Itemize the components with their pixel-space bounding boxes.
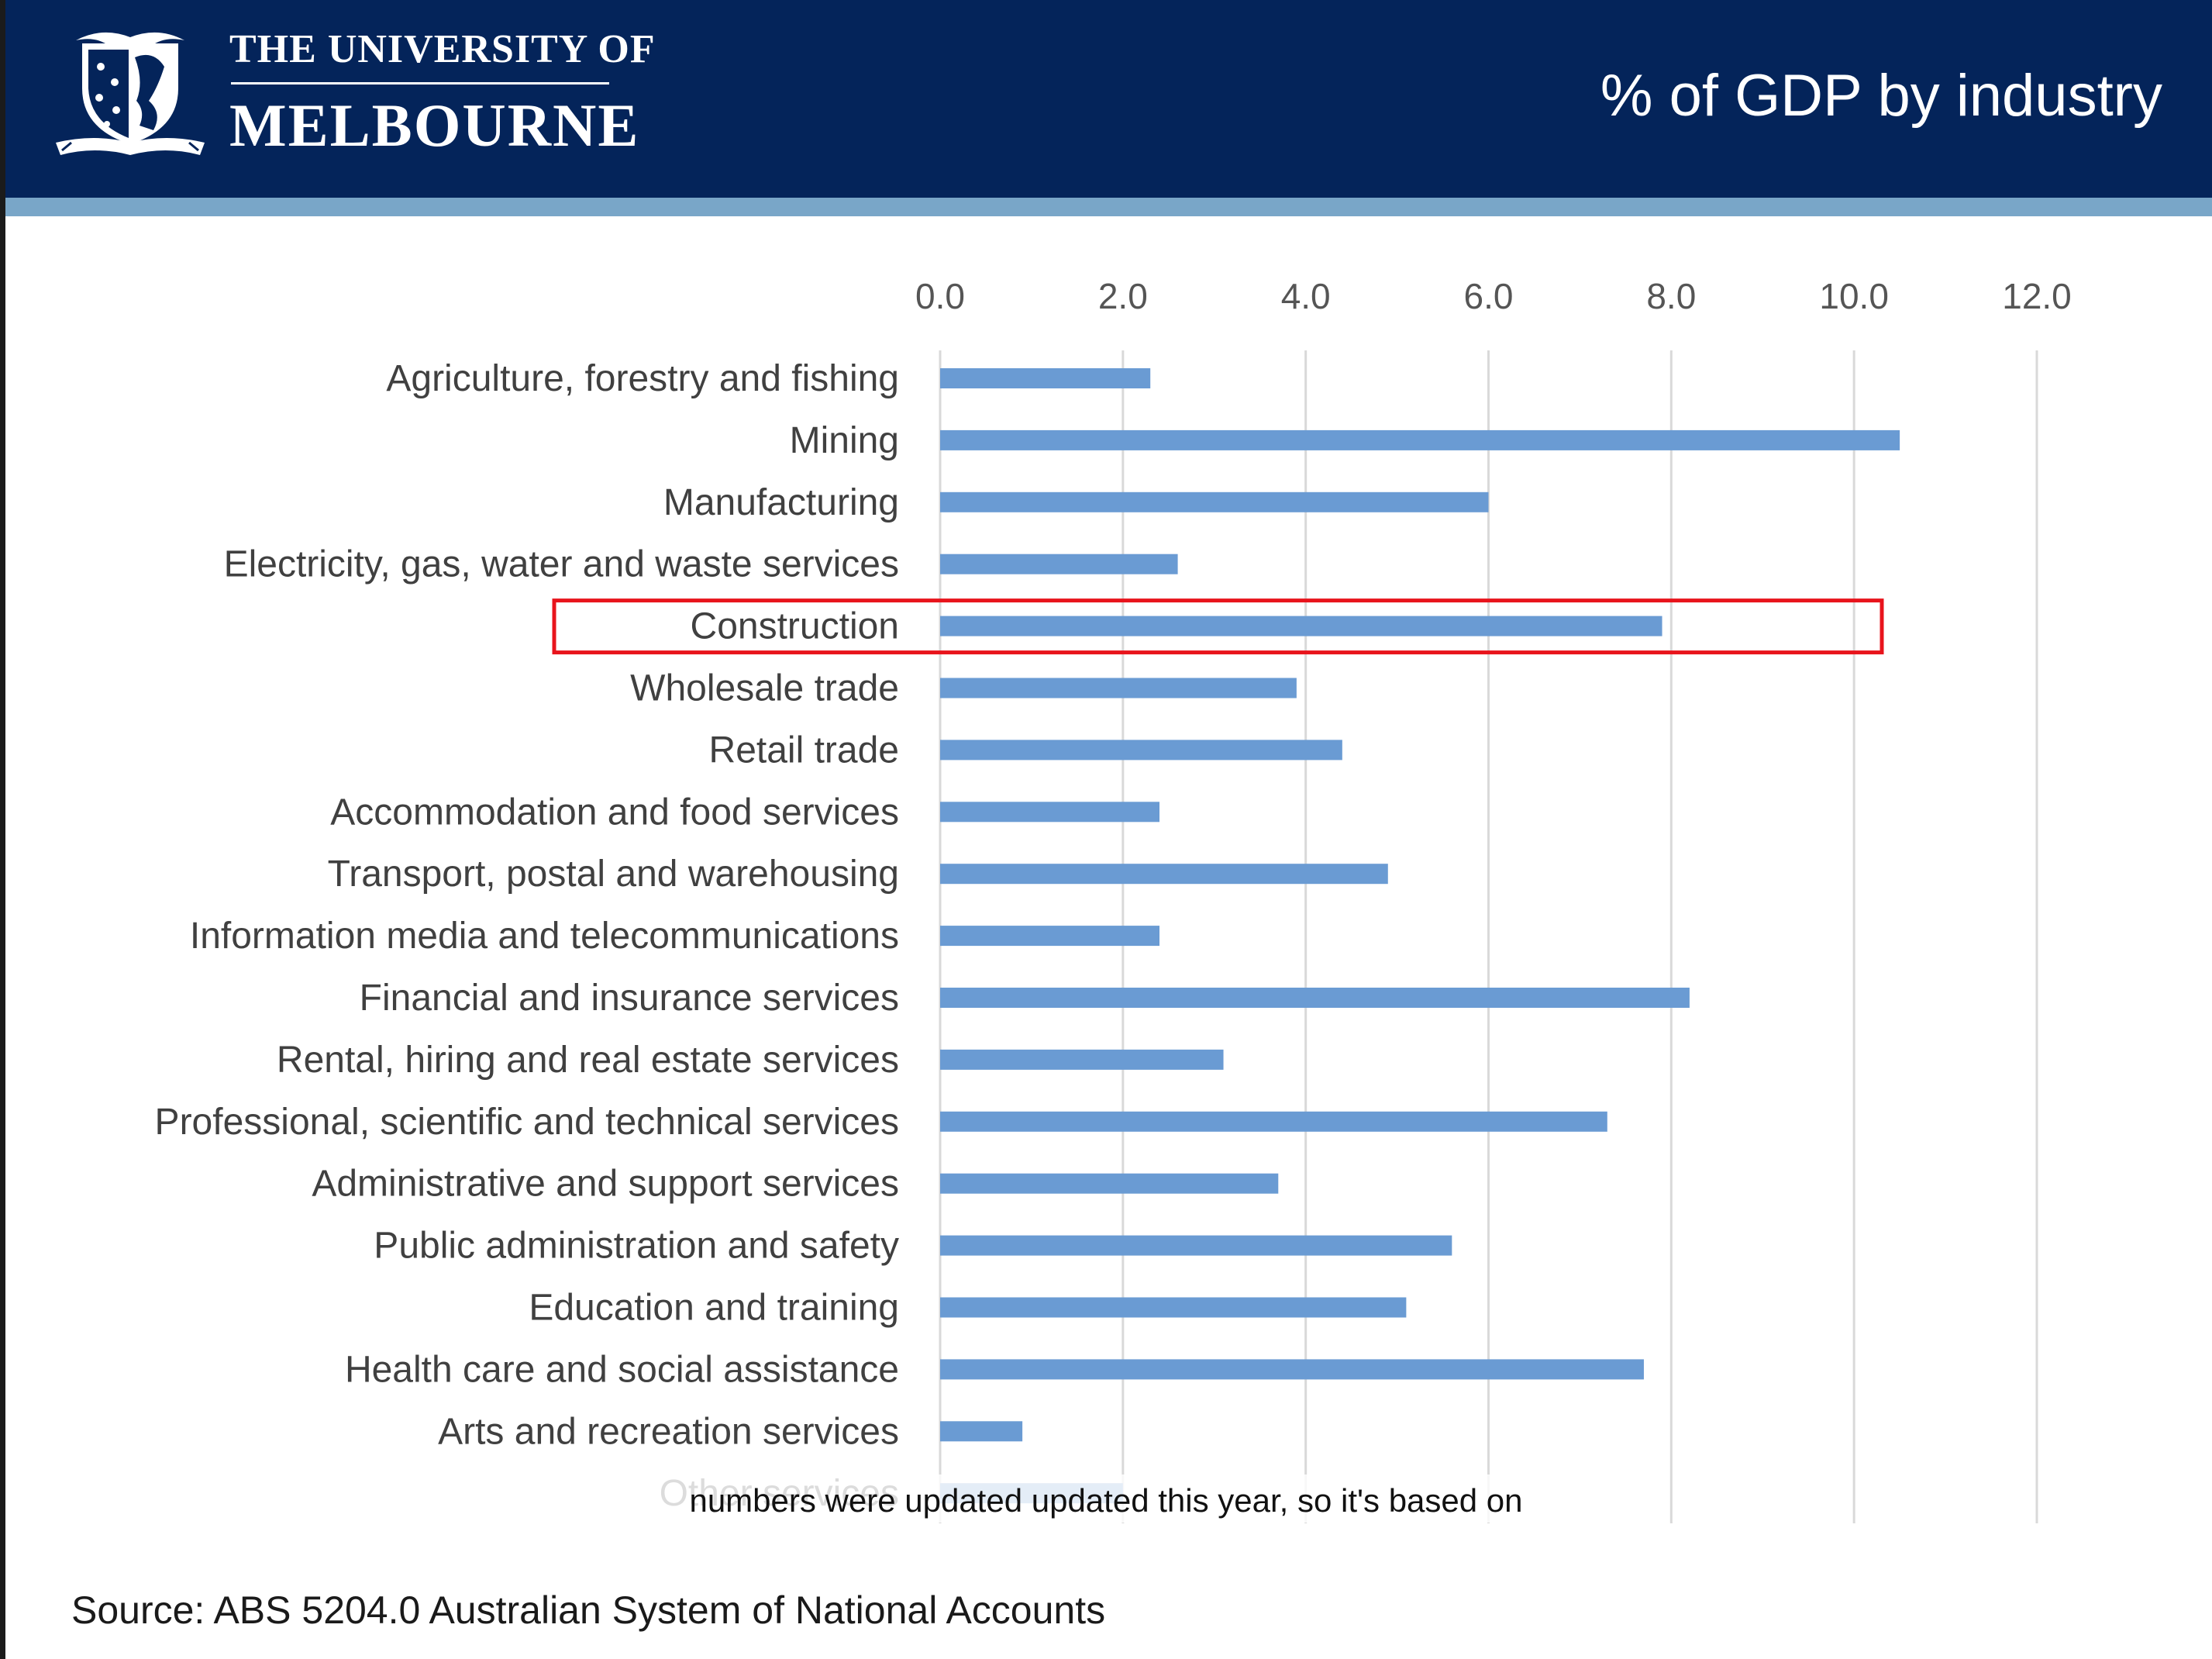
bar [940, 1359, 1644, 1380]
university-name-line2: MELBOURNE [229, 91, 640, 159]
category-label: Retail trade [709, 729, 899, 771]
slide-title: % of GDP by industry [1600, 63, 2162, 129]
category-label: Information media and telecommunications [190, 916, 899, 957]
category-label: Agriculture, forestry and fishing [386, 358, 899, 399]
x-tick-label: 10.0 [1819, 276, 1889, 316]
university-crest-icon [56, 32, 205, 155]
category-label: Financial and insurance services [360, 978, 899, 1019]
x-tick-label: 0.0 [915, 276, 965, 316]
category-label: Education and training [529, 1288, 899, 1329]
bar [940, 1111, 1607, 1132]
bar [940, 554, 1178, 574]
category-label: Administrative and support services [312, 1164, 899, 1205]
bar [940, 1049, 1224, 1070]
bar [940, 491, 1489, 512]
bar-chart: 0.0 2.0 4.0 6.0 8.0 10.0 12.0 Agriculture, for… [155, 276, 2072, 1523]
bar [940, 988, 1690, 1008]
category-labels: Agriculture, forestry and fishing Mining M… [155, 358, 899, 1514]
video-caption: numbers were updated updated this year, … [689, 1482, 1523, 1519]
university-name-rule [231, 82, 609, 85]
x-tick-label: 4.0 [1281, 276, 1331, 316]
category-label: Wholesale trade [630, 668, 899, 709]
header-stripe [5, 198, 2212, 216]
bar [940, 368, 1151, 388]
bar [940, 926, 1159, 947]
bar [940, 1173, 1279, 1194]
bar [940, 429, 1900, 450]
category-label: Electricity, gas, water and waste servic… [224, 544, 899, 585]
x-tick-label: 12.0 [2002, 276, 2072, 316]
university-name-line1: THE UNIVERSITY OF [229, 27, 656, 71]
category-label: Public administration and safety [374, 1226, 899, 1267]
caption-backdrop [589, 1474, 1628, 1523]
x-tick-label: 2.0 [1098, 276, 1148, 316]
category-label: Professional, scientific and technical s… [155, 1102, 899, 1143]
left-edge [0, 0, 5, 1659]
bar [940, 1421, 1023, 1442]
category-label: Mining [790, 420, 899, 461]
bar [940, 864, 1388, 885]
bar [940, 740, 1342, 761]
header-bar [5, 0, 2212, 198]
highlight-layer [552, 598, 1884, 1523]
grid-lines [939, 350, 2038, 1523]
category-label: Manufacturing [663, 482, 899, 523]
highlight-box [552, 598, 1884, 655]
bar [940, 1297, 1407, 1318]
bar [940, 678, 1297, 698]
bars [940, 368, 1900, 1504]
category-label: Construction [691, 606, 899, 647]
category-label: Arts and recreation services [438, 1411, 899, 1452]
x-axis-ticks: 0.0 2.0 4.0 6.0 8.0 10.0 12.0 [915, 276, 2072, 316]
category-label: Rental, hiring and real estate services [277, 1040, 899, 1081]
bar [940, 1235, 1452, 1256]
category-label: Accommodation and food services [330, 792, 899, 833]
x-tick-label: 6.0 [1464, 276, 1514, 316]
bar [940, 802, 1159, 823]
x-tick-label: 8.0 [1646, 276, 1696, 316]
source-note: Source: ABS 5204.0 Australian System of … [71, 1588, 1106, 1632]
category-label: Transport, postal and warehousing [328, 854, 899, 895]
bar [940, 616, 1662, 636]
category-label: Health care and social assistance [345, 1349, 899, 1390]
